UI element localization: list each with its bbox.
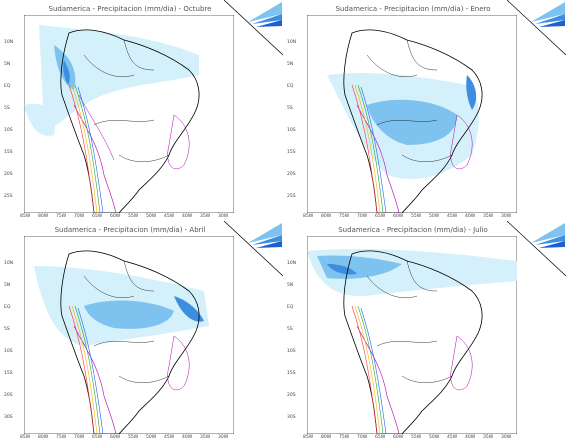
lat-label: 15S [287, 150, 296, 155]
lon-label: 65W [375, 214, 386, 219]
lat-label: 10N [4, 40, 14, 45]
lat-label: 5N [287, 283, 294, 288]
lat-label: 5S [4, 327, 10, 332]
lon-label: 35W [483, 435, 494, 440]
lon-label: 65W [92, 435, 103, 440]
panel-abril: Sudamerica - Precipitacion (mm/dia) - Ab… [0, 221, 283, 442]
lat-label: 10S [287, 128, 296, 133]
lat-label: 5N [4, 283, 11, 288]
lon-label: 55W [411, 435, 422, 440]
lon-label: 50W [429, 435, 440, 440]
lat-label: 5S [4, 106, 10, 111]
lon-label: 85W [303, 435, 314, 440]
lon-label: 85W [303, 214, 314, 219]
lat-label: 5S [287, 106, 293, 111]
map-area [24, 236, 234, 434]
panel-octubre: Sudamerica - Precipitacion (mm/dia) - Oc… [0, 0, 283, 221]
lon-label: 85W [20, 435, 31, 440]
lon-label: 45W [164, 214, 175, 219]
color-legend [507, 0, 566, 60]
lon-label: 35W [200, 435, 211, 440]
lat-label: 10N [287, 40, 297, 45]
lat-label: EQ [287, 84, 294, 89]
lon-label: 85W [20, 214, 31, 219]
lat-label: EQ [4, 84, 11, 89]
lat-label: 20S [4, 172, 13, 177]
lon-label: 30W [501, 214, 512, 219]
lon-label: 75W [339, 435, 350, 440]
lon-label: 75W [339, 214, 350, 219]
lon-label: 55W [128, 214, 139, 219]
panel-title: Sudamerica - Precipitacion (mm/dia) - Ju… [338, 226, 488, 234]
lat-label: 30S [4, 415, 13, 420]
lon-label: 30W [218, 435, 229, 440]
panel-title: Sudamerica - Precipitacion (mm/dia) - En… [335, 5, 491, 13]
lon-label: 80W [38, 214, 49, 219]
panel-title: Sudamerica - Precipitacion (mm/dia) - Oc… [48, 5, 212, 13]
lon-label: 65W [92, 214, 103, 219]
lat-label: 10N [4, 261, 14, 266]
lon-label: 45W [447, 435, 458, 440]
lon-label: 30W [501, 435, 512, 440]
lon-label: 50W [429, 214, 440, 219]
lon-label: 35W [483, 214, 494, 219]
lon-label: 55W [411, 214, 422, 219]
lon-label: 75W [56, 214, 67, 219]
lon-label: 65W [375, 435, 386, 440]
panel-title: Sudamerica - Precipitacion (mm/dia) - Ab… [54, 226, 206, 234]
lon-label: 40W [465, 435, 476, 440]
color-legend [224, 0, 283, 60]
lon-label: 60W [110, 435, 121, 440]
lat-label: EQ [4, 305, 11, 310]
lon-label: 70W [357, 435, 368, 440]
lon-label: 70W [357, 214, 368, 219]
map-area [307, 236, 517, 434]
lat-label: 5S [287, 327, 293, 332]
color-legend [507, 221, 566, 281]
lon-label: 80W [321, 435, 332, 440]
lon-label: 45W [164, 435, 175, 440]
lon-label: 50W [146, 435, 157, 440]
lon-label: 40W [465, 214, 476, 219]
lat-label: 20S [287, 172, 296, 177]
lon-label: 55W [128, 435, 139, 440]
lat-label: 10N [287, 261, 297, 266]
lon-label: 70W [74, 435, 85, 440]
map-area [24, 15, 234, 213]
lon-label: 50W [146, 214, 157, 219]
lat-label: 5N [4, 62, 11, 67]
lat-label: 5N [287, 62, 294, 67]
color-legend [224, 221, 283, 281]
lon-label: 80W [38, 435, 49, 440]
lat-label: EQ [287, 305, 294, 310]
panel-julio: Sudamerica - Precipitacion (mm/dia) - Ju… [283, 221, 566, 442]
lon-label: 30W [218, 214, 229, 219]
lon-label: 60W [393, 214, 404, 219]
lat-label: 10S [4, 349, 13, 354]
lon-label: 35W [200, 214, 211, 219]
lat-label: 20S [287, 393, 296, 398]
lon-label: 40W [182, 214, 193, 219]
lat-label: 15S [4, 371, 13, 376]
lon-label: 70W [74, 214, 85, 219]
lat-label: 20S [4, 393, 13, 398]
panel-enero: Sudamerica - Precipitacion (mm/dia) - En… [283, 0, 566, 221]
lat-label: 25S [4, 194, 13, 199]
lon-label: 60W [393, 435, 404, 440]
lat-label: 25S [287, 194, 296, 199]
lon-label: 60W [110, 214, 121, 219]
lat-label: 15S [287, 371, 296, 376]
lon-label: 45W [447, 214, 458, 219]
lat-label: 10S [287, 349, 296, 354]
lat-label: 30S [287, 415, 296, 420]
lon-label: 80W [321, 214, 332, 219]
map-area [307, 15, 517, 213]
lon-label: 75W [56, 435, 67, 440]
lat-label: 10S [4, 128, 13, 133]
lat-label: 15S [4, 150, 13, 155]
lon-label: 40W [182, 435, 193, 440]
